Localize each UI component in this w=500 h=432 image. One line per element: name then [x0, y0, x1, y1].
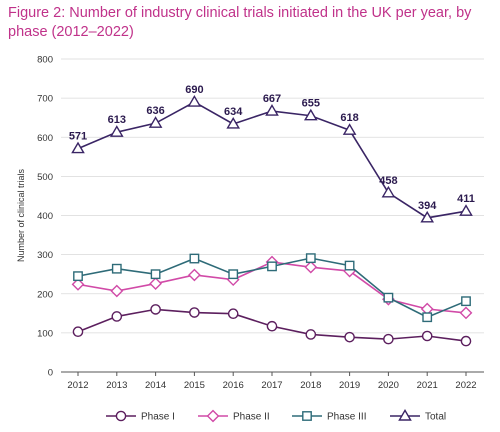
- data-label: 655: [302, 98, 320, 110]
- data-point-marker: [226, 116, 241, 129]
- data-point-marker: [461, 296, 471, 307]
- series-total: [71, 95, 473, 223]
- data-point-marker: [383, 333, 394, 345]
- x-tick-label: 2015: [184, 380, 205, 391]
- legend: Phase I Phase II Phase III Total: [106, 409, 446, 423]
- data-point-marker: [111, 263, 122, 274]
- data-label: 571: [69, 131, 87, 143]
- y-tick-label: 600: [37, 133, 53, 144]
- y-tick-label: 400: [37, 211, 53, 222]
- data-point-marker: [73, 271, 83, 282]
- legend-marker: [115, 410, 127, 422]
- legend-label: Phase II: [233, 412, 270, 423]
- data-point-marker: [71, 277, 85, 291]
- data-point-marker: [305, 253, 316, 264]
- data-label: 394: [418, 200, 437, 212]
- y-tick-label: 0: [48, 368, 53, 379]
- y-tick-label: 300: [37, 250, 53, 261]
- x-tick-label: 2018: [300, 380, 321, 391]
- x-tick-label: 2016: [223, 380, 244, 391]
- data-point-marker: [227, 308, 239, 320]
- legend-marker: [398, 409, 412, 421]
- data-point-marker: [187, 95, 202, 107]
- data-point-marker: [149, 277, 162, 290]
- data-point-marker: [150, 304, 161, 315]
- x-tick-label: 2012: [67, 380, 88, 391]
- x-tick-label: 2022: [455, 380, 476, 391]
- data-point-marker: [422, 312, 433, 323]
- legend-item: Phase II: [198, 409, 270, 423]
- data-point-marker: [421, 330, 433, 342]
- legend-label: Phase III: [327, 412, 366, 423]
- x-tick-label: 2021: [417, 380, 438, 391]
- y-axis-label: Number of clinical trials: [16, 168, 26, 262]
- data-point-marker: [342, 123, 357, 135]
- legend-label: Phase I: [141, 412, 175, 423]
- legend-item: Phase I: [106, 410, 175, 423]
- data-point-marker: [344, 260, 355, 271]
- data-label: 411: [457, 193, 475, 205]
- data-label: 634: [224, 106, 243, 118]
- data-point-marker: [381, 185, 396, 198]
- x-tick-label: 2019: [339, 380, 360, 391]
- legend-label: Total: [425, 412, 446, 423]
- x-tick-label: 2013: [106, 380, 127, 391]
- data-point-marker: [266, 320, 278, 332]
- data-point-marker: [228, 269, 239, 280]
- data-point-marker: [150, 269, 161, 280]
- y-tick-label: 100: [37, 328, 53, 339]
- y-tick-label: 800: [37, 55, 53, 66]
- series-phase-iii: [73, 253, 471, 323]
- data-point-marker: [110, 284, 124, 298]
- series-line: [77, 101, 467, 219]
- y-axis-ticks: 0 100 200 300 400 500 600 700 800: [37, 55, 53, 379]
- data-point-marker: [189, 253, 200, 264]
- x-tick-label: 2014: [145, 380, 166, 391]
- data-point-marker: [72, 326, 84, 338]
- data-point-marker: [305, 329, 317, 340]
- data-label: 618: [340, 112, 358, 124]
- legend-item: Total: [390, 409, 446, 423]
- data-label: 690: [185, 84, 203, 96]
- data-point-marker: [189, 307, 200, 318]
- chart-title: Figure 2: Number of industry clinical tr…: [8, 5, 472, 40]
- legend-marker: [302, 411, 312, 421]
- x-tick-label: 2020: [378, 380, 399, 391]
- data-point-marker: [303, 108, 318, 121]
- data-point-marker: [459, 306, 473, 320]
- series-group: [71, 95, 473, 347]
- data-label: 613: [108, 114, 126, 126]
- data-label: 636: [146, 105, 164, 117]
- data-point-marker: [148, 116, 163, 128]
- data-point-marker: [188, 268, 201, 282]
- x-tick-label: 2017: [261, 380, 282, 391]
- data-point-marker: [459, 204, 473, 216]
- data-label: 667: [263, 93, 281, 105]
- y-tick-label: 500: [37, 172, 53, 183]
- x-axis-ticks: 2012 2013 2014 2015 2016 2017 2018 2019 2020 2021…: [67, 372, 477, 391]
- legend-item: Phase III: [292, 411, 366, 423]
- data-point-marker: [111, 311, 123, 322]
- data-point-marker: [71, 141, 85, 154]
- y-tick-label: 200: [37, 289, 53, 300]
- data-label: 458: [379, 175, 397, 187]
- data-point-marker: [109, 125, 124, 137]
- legend-marker: [206, 409, 220, 423]
- data-point-marker: [267, 261, 277, 272]
- data-point-marker: [304, 260, 318, 274]
- data-point-marker: [383, 292, 394, 303]
- data-point-marker: [344, 331, 355, 343]
- data-labels: 571 613 636 690 634 667 655 618 458 394 411: [69, 84, 475, 212]
- y-tick-label: 700: [37, 94, 53, 105]
- gridlines: [61, 58, 484, 373]
- series-phase-i: [72, 304, 472, 347]
- data-point-marker: [420, 210, 435, 223]
- data-point-marker: [265, 104, 279, 116]
- data-point-marker: [460, 335, 472, 347]
